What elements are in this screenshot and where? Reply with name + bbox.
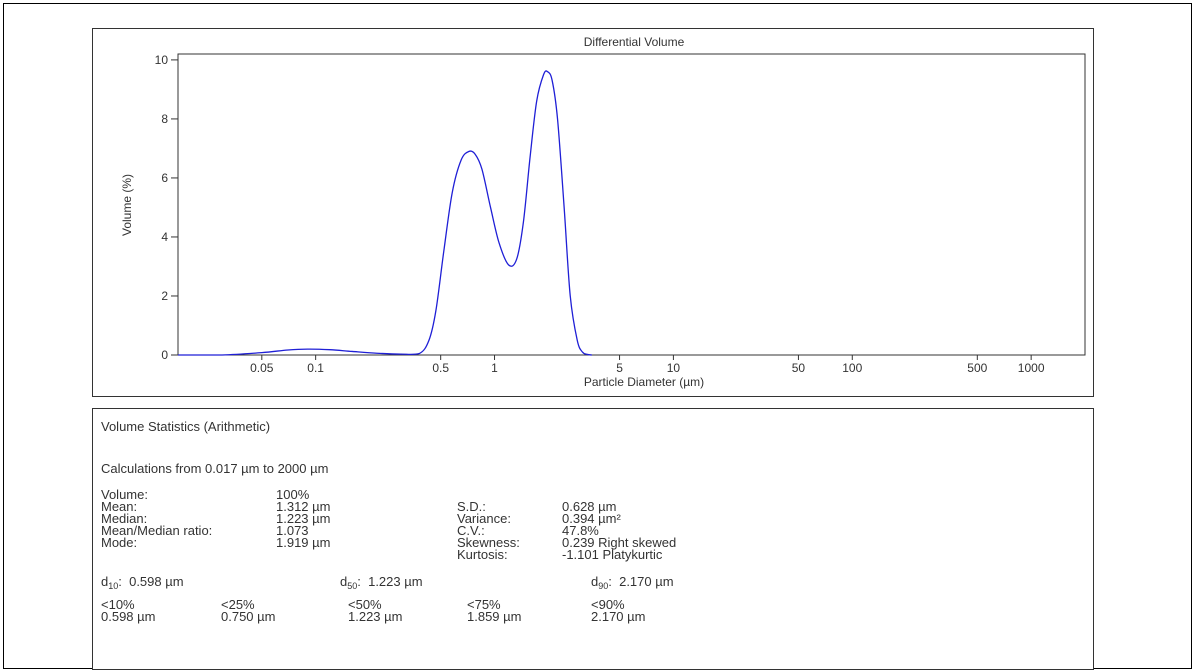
percentile-label-10: <10%: [101, 597, 135, 612]
percentile-value-50: 1.223 µm: [348, 609, 403, 624]
stat-label-mean-median-ratio: Mean/Median ratio:: [101, 523, 213, 538]
stat-value-mean-median-ratio: 1.073: [276, 523, 309, 538]
stat-value-mean: 1.312 µm: [276, 499, 331, 514]
differential-volume-chart: Differential Volume 0 2 4 6 8 10 0.05 0.1 0.5 1 5…: [120, 35, 1086, 389]
stat-label-mean: Mean:: [101, 499, 138, 514]
percentile-value-90: 2.170 µm: [591, 609, 646, 624]
stat-label-kurtosis: Kurtosis:: [457, 547, 508, 562]
stats-panel: Volume Statistics (Arithmetic) Calculati…: [92, 408, 1094, 670]
stat-label-cv: C.V.:: [457, 523, 485, 538]
stat-label-sd: S.D.:: [457, 499, 486, 514]
report-frame: Differential Volume 0 2 4 6 8 10 0.05 0.1 0.5 1 5…: [3, 3, 1192, 670]
x-tick-label: 1: [491, 361, 498, 375]
percentile-value-25: 0.750 µm: [221, 609, 276, 624]
percentile-label-90: <90%: [591, 597, 625, 612]
y-axis-label: Volume (%): [120, 174, 134, 236]
x-tick-label: 50: [792, 361, 806, 375]
stat-value-mode: 1.919 µm: [276, 535, 331, 550]
percentile-label-75: <75%: [467, 597, 501, 612]
stat-value-median: 1.223 µm: [276, 511, 331, 526]
y-axis: 0 2 4 6 8 10: [155, 53, 178, 362]
d50-stat: d50: 1.223 µm: [340, 574, 423, 592]
stat-label-mode: Mode:: [101, 535, 138, 550]
percentile-label-25: <25%: [221, 597, 255, 612]
y-tick-label: 2: [161, 289, 168, 303]
stat-value-sd: 0.628 µm: [562, 499, 617, 514]
stat-label-variance: Variance:: [457, 511, 511, 526]
series-line: [178, 70, 592, 356]
x-tick-label: 10: [667, 361, 681, 375]
stat-label-skewness: Skewness:: [457, 535, 520, 550]
percentile-value-10: 0.598 µm: [101, 609, 156, 624]
stat-label-volume: Volume:: [101, 487, 148, 502]
y-tick-label: 4: [161, 230, 168, 244]
x-tick-label: 0.1: [307, 361, 324, 375]
x-tick-label: 0.05: [250, 361, 274, 375]
calculation-range: Calculations from 0.017 µm to 2000 µm: [101, 461, 329, 476]
y-tick-label: 0: [161, 348, 168, 362]
stat-value-skewness: 0.239 Right skewed: [562, 535, 677, 550]
x-axis-label: Particle Diameter (µm): [584, 375, 704, 389]
d90-stat: d90: 2.170 µm: [591, 574, 674, 592]
x-tick-label: 1000: [1018, 361, 1045, 375]
stat-value-variance: 0.394 µm²: [562, 511, 621, 526]
stat-value-volume: 100%: [276, 487, 310, 502]
x-tick-label: 5: [616, 361, 623, 375]
y-tick-label: 8: [161, 112, 168, 126]
chart-title: Differential Volume: [584, 35, 685, 49]
stat-value-kurtosis: -1.101 Platykurtic: [562, 547, 663, 562]
d10-stat: d10: 0.598 µm: [101, 574, 184, 592]
x-tick-label: 0.5: [432, 361, 449, 375]
y-tick-label: 6: [161, 171, 168, 185]
percentile-label-50: <50%: [348, 597, 382, 612]
stats-title: Volume Statistics (Arithmetic): [101, 419, 271, 434]
stat-value-cv: 47.8%: [562, 523, 599, 538]
x-tick-label: 500: [967, 361, 987, 375]
stat-label-median: Median:: [101, 511, 148, 526]
x-axis: 0.05 0.1 0.5 1 5 10 50 100 500 1000: [250, 355, 1045, 375]
chart-panel: Differential Volume 0 2 4 6 8 10 0.05 0.1 0.5 1 5…: [92, 28, 1094, 397]
percentile-value-75: 1.859 µm: [467, 609, 522, 624]
y-tick-label: 10: [155, 53, 169, 67]
x-tick-label: 100: [842, 361, 862, 375]
plot-frame: [177, 53, 1086, 356]
